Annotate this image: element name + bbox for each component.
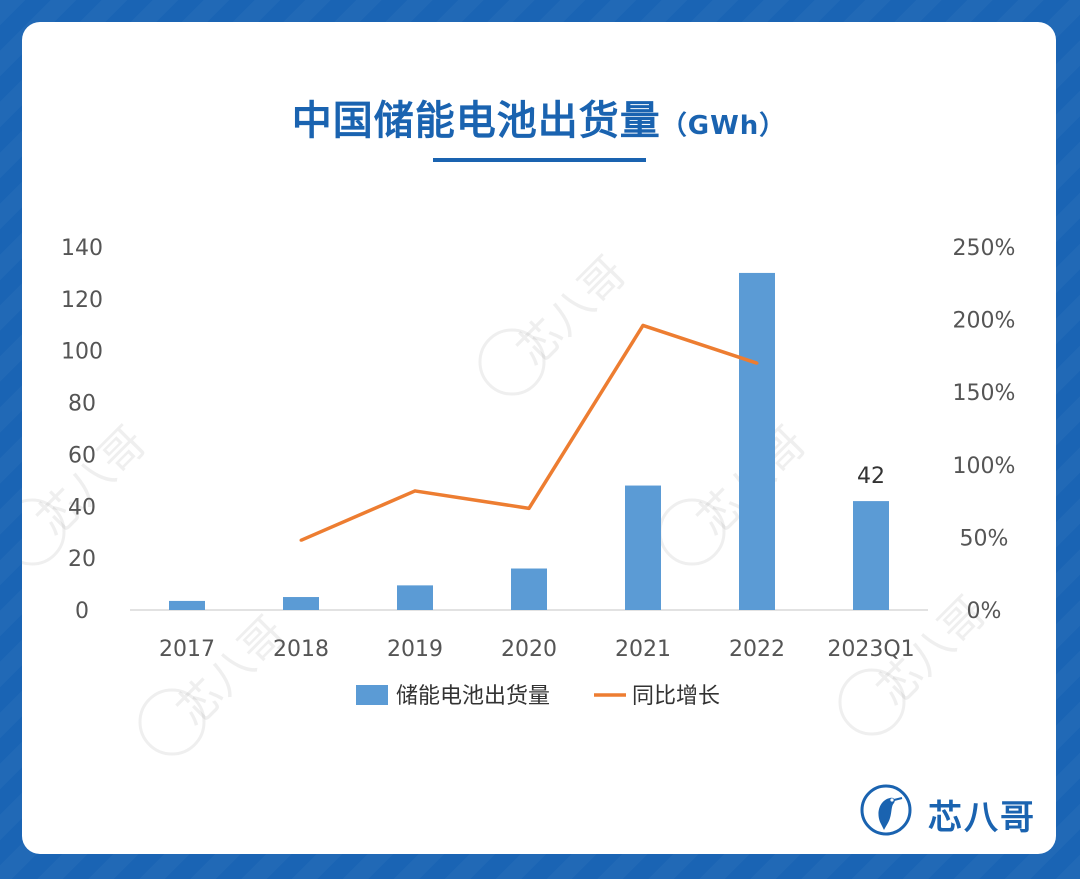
bar-2021: [625, 485, 661, 610]
x-tick-label: 2019: [387, 637, 443, 662]
y2-tick-label: 150%: [953, 381, 1016, 406]
y2-tick-label: 200%: [953, 309, 1016, 334]
bar-2019: [397, 585, 433, 610]
watermark-logo-icon-0: [22, 498, 66, 566]
bar-2020: [511, 568, 547, 610]
x-tick-label: 2021: [615, 637, 671, 662]
watermark-logo-icon-1: [478, 328, 546, 396]
line-point-3: [641, 323, 645, 327]
legend-label-bar: 储能电池出货量: [396, 684, 550, 709]
title-underline: [433, 158, 646, 162]
y2-tick-label: 250%: [953, 236, 1016, 261]
watermark-logo-icon-3: [138, 688, 206, 756]
data-label: 42: [857, 464, 885, 489]
line-point-2: [527, 506, 531, 510]
chart-title-unit: （GWh）: [660, 111, 787, 141]
x-tick-label: 2023Q1: [827, 637, 914, 662]
line-point-4: [755, 361, 759, 365]
y-tick-label: 140: [61, 236, 103, 261]
y2-tick-label: 0%: [967, 599, 1002, 624]
y-tick-label: 60: [68, 443, 96, 468]
watermark-logo-icon-4: [838, 668, 906, 736]
x-tick-label: 2018: [273, 637, 329, 662]
chart-title-text: 中国储能电池出货量: [291, 98, 661, 144]
chart-title: 中国储能电池出货量（GWh）: [22, 88, 1056, 146]
bar-2022: [739, 272, 775, 610]
legend-label-line: 同比增长: [632, 684, 720, 709]
brand-name: 芯八哥: [928, 798, 1036, 838]
bar-2023Q1: [853, 501, 889, 610]
line-point-1: [413, 489, 417, 493]
bar-2018: [283, 597, 319, 610]
combo-chart: 芯八哥芯八哥芯八哥芯八哥芯八哥0204060801001201400%50%10…: [22, 236, 1016, 756]
bar-2017: [169, 600, 205, 610]
x-tick-label: 2020: [501, 637, 557, 662]
y-tick-label: 20: [68, 547, 96, 572]
watermark-text-0: 芯八哥: [27, 417, 156, 546]
watermark-text-1: 芯八哥: [507, 247, 636, 376]
bird-logo-icon: [860, 784, 912, 836]
y-tick-label: 80: [68, 392, 96, 417]
line-point-0: [299, 538, 303, 542]
y2-tick-label: 50%: [960, 526, 1009, 551]
x-tick-label: 2022: [729, 637, 785, 662]
chart-card: 中国储能电池出货量（GWh） 芯八哥芯八哥芯八哥芯八哥芯八哥0204060801…: [22, 22, 1056, 854]
watermark-text-3: 芯八哥: [167, 607, 296, 736]
legend-swatch-bar: [356, 685, 388, 705]
brand-logo: 芯八哥: [858, 782, 1038, 842]
x-tick-label: 2017: [159, 637, 215, 662]
y-tick-label: 120: [61, 288, 103, 313]
y-tick-label: 0: [75, 599, 89, 624]
y-tick-label: 100: [61, 340, 103, 365]
y-tick-label: 40: [68, 495, 96, 520]
y2-tick-label: 100%: [953, 454, 1016, 479]
